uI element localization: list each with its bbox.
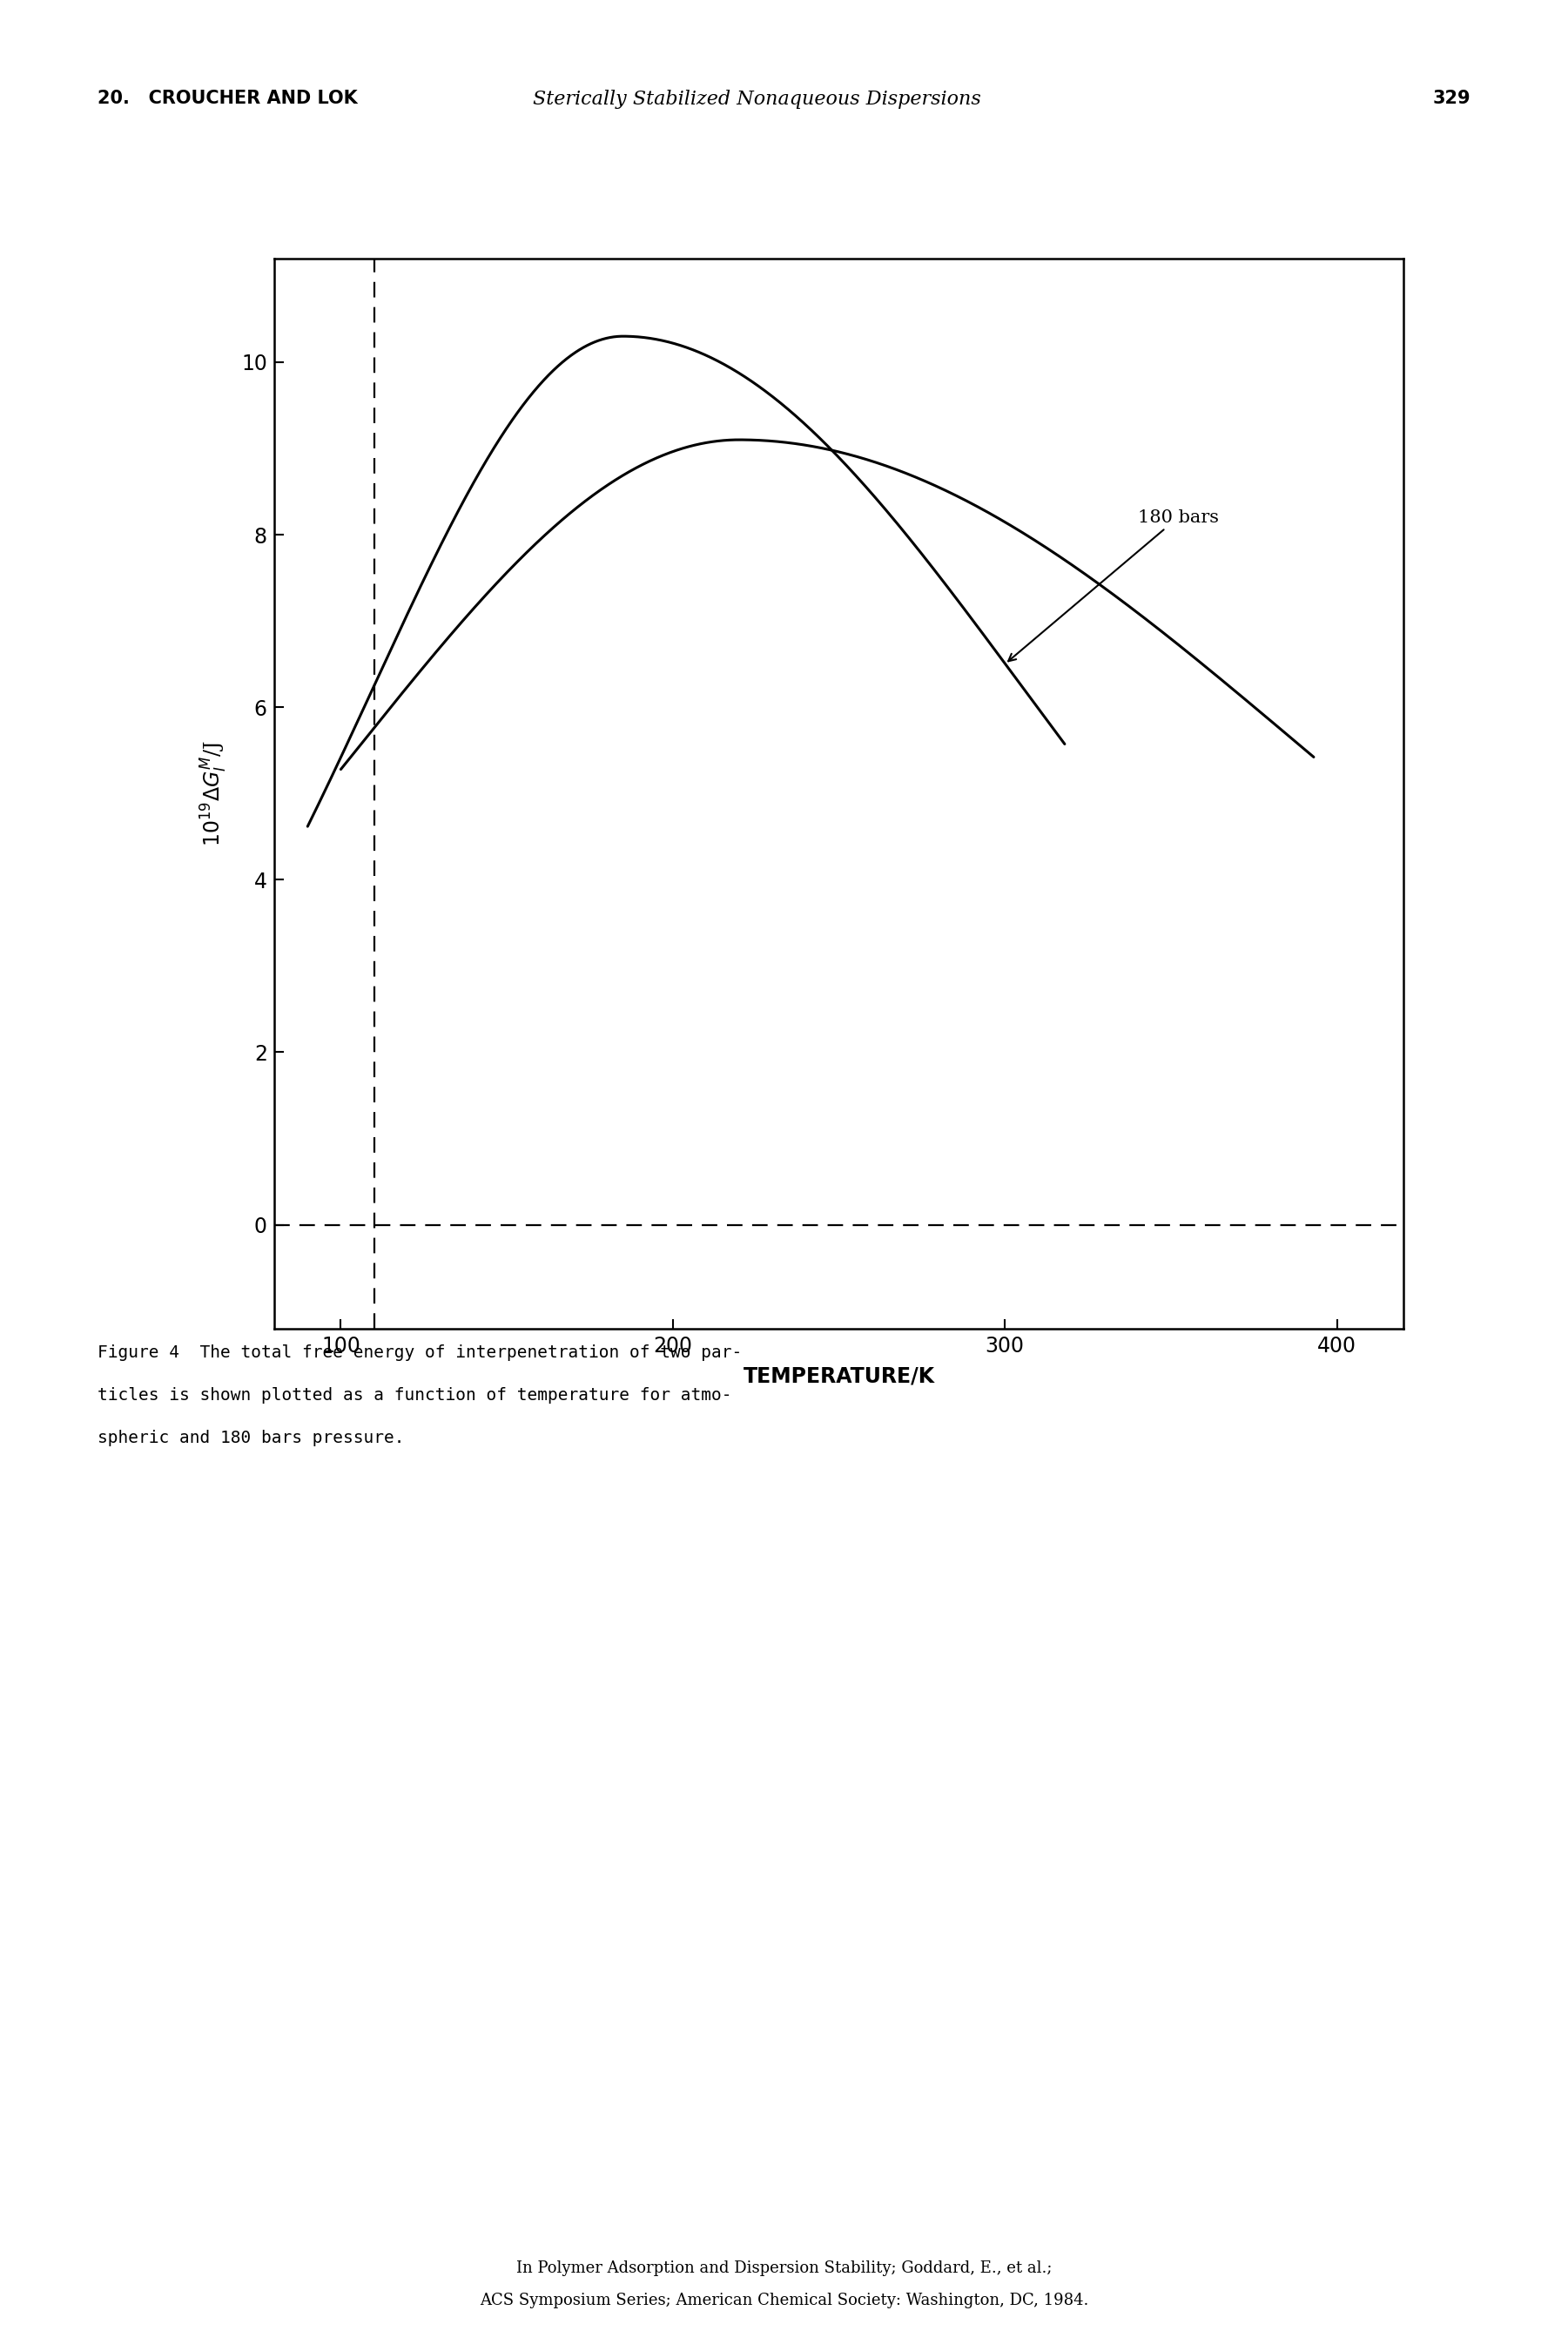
Text: 180 bars: 180 bars xyxy=(1008,510,1218,661)
Text: Sterically Stabilized Nonaqueous Dispersions: Sterically Stabilized Nonaqueous Dispers… xyxy=(533,89,982,108)
Text: ACS Symposium Series; American Chemical Society: Washington, DC, 1984.: ACS Symposium Series; American Chemical … xyxy=(480,2292,1088,2309)
Text: 20.   CROUCHER AND LOK: 20. CROUCHER AND LOK xyxy=(97,89,358,106)
Text: spheric and 180 bars pressure.: spheric and 180 bars pressure. xyxy=(97,1429,405,1446)
Text: ticles is shown plotted as a function of temperature for atmo-: ticles is shown plotted as a function of… xyxy=(97,1387,731,1404)
Text: Figure 4  The total free energy of interpenetration of two par-: Figure 4 The total free energy of interp… xyxy=(97,1345,742,1361)
Text: In Polymer Adsorption and Dispersion Stability; Goddard, E., et al.;: In Polymer Adsorption and Dispersion Sta… xyxy=(516,2259,1052,2276)
Text: 329: 329 xyxy=(1433,89,1471,106)
Y-axis label: $10^{19}\Delta G_I^M$/J: $10^{19}\Delta G_I^M$/J xyxy=(199,741,229,846)
X-axis label: TEMPERATURE/K: TEMPERATURE/K xyxy=(743,1366,935,1387)
